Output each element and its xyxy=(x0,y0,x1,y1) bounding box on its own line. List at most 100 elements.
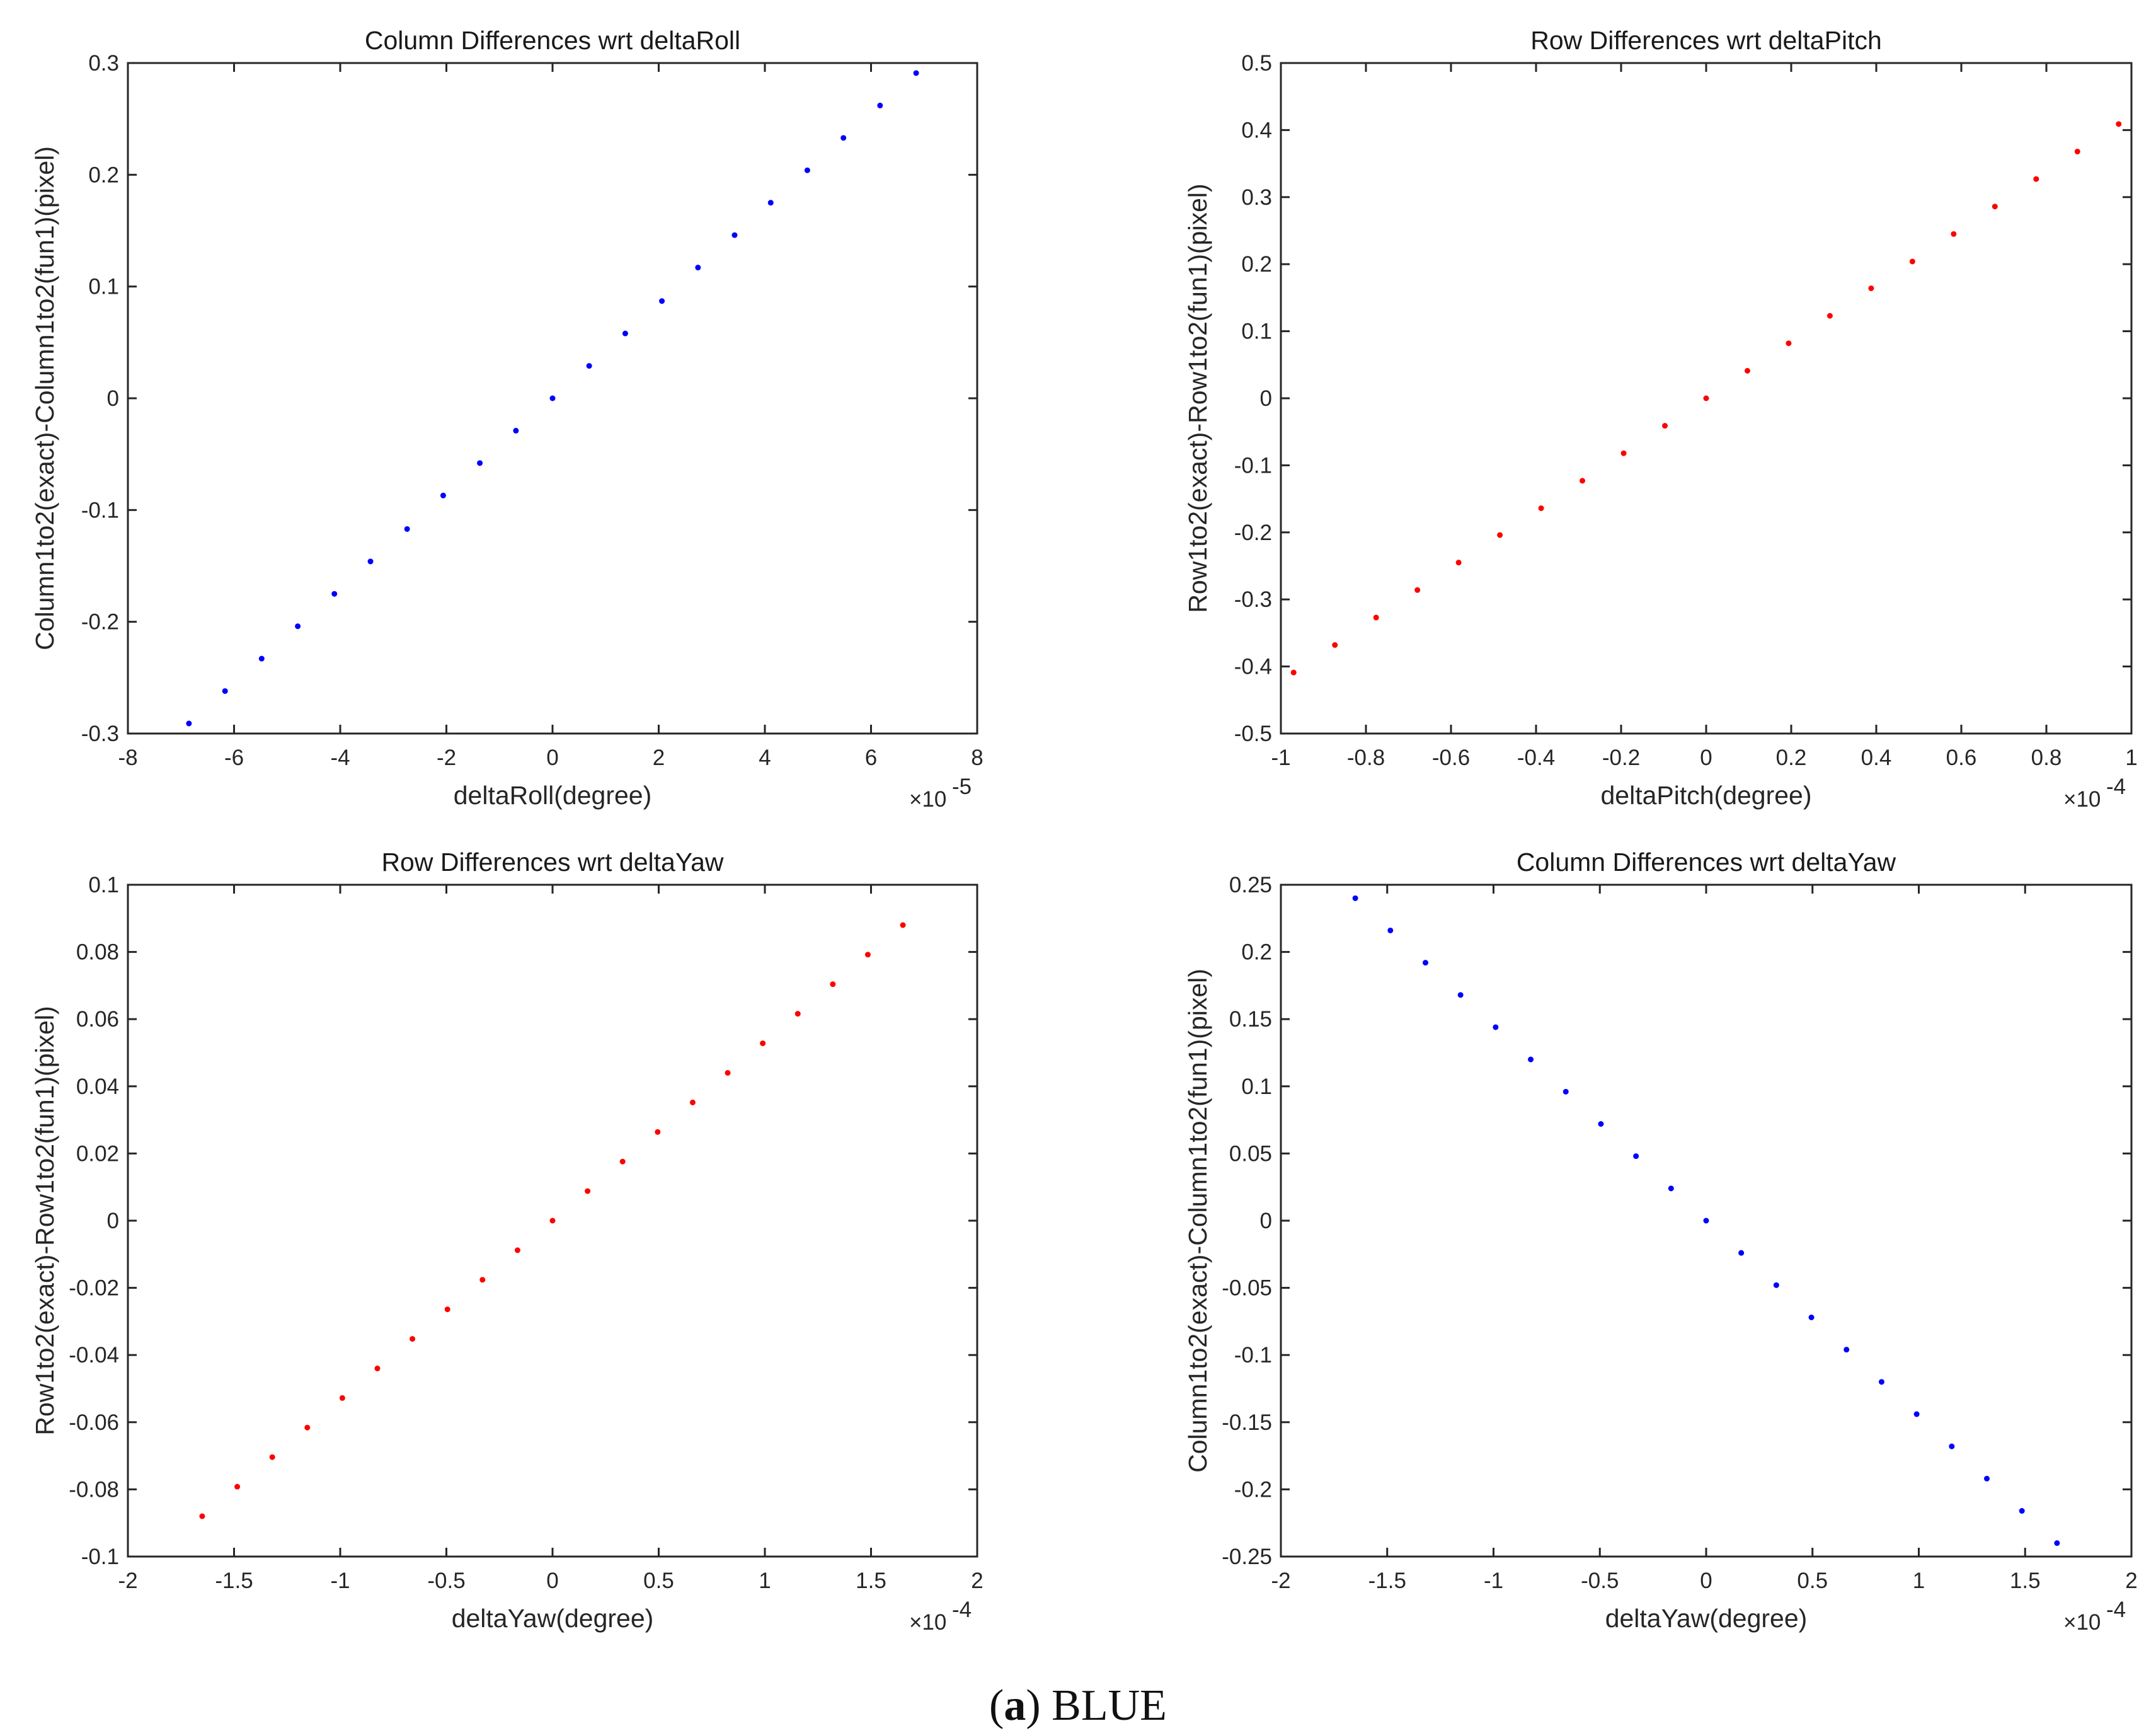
data-point xyxy=(695,265,701,271)
y-tick-label: -0.2 xyxy=(1234,521,1272,545)
y-axis-label: Row1to2(exact)-Row1to2(fun1)(pixel) xyxy=(30,1006,59,1435)
data-point xyxy=(1984,1475,1990,1482)
data-point xyxy=(234,1483,241,1490)
data-point xyxy=(585,1188,591,1194)
y-tick-label: 0 xyxy=(107,1209,119,1233)
data-point xyxy=(1528,1056,1534,1062)
data-point xyxy=(1703,395,1709,401)
data-point xyxy=(1909,258,1915,265)
data-point xyxy=(1868,285,1874,292)
data-point xyxy=(1414,587,1421,593)
y-tick-label: 0.1 xyxy=(1241,1074,1272,1099)
x-tick-label: 0.5 xyxy=(1797,1569,1828,1593)
data-point xyxy=(900,922,906,928)
caption-open: ( xyxy=(989,1681,1004,1730)
x-axis-label: deltaYaw(degree) xyxy=(452,1604,654,1633)
data-point xyxy=(1563,1088,1569,1095)
data-point xyxy=(655,1129,661,1135)
y-tick-label: -0.1 xyxy=(81,498,119,522)
y-tick-label: 0.06 xyxy=(76,1007,119,1032)
x-axis-label: deltaPitch(degree) xyxy=(1600,781,1811,810)
data-point xyxy=(186,720,192,727)
data-point xyxy=(689,1099,696,1105)
data-point xyxy=(1332,642,1338,648)
x-tick-label: -0.6 xyxy=(1432,746,1470,770)
y-tick-label: 0.02 xyxy=(76,1141,119,1166)
y-tick-label: -0.3 xyxy=(1234,587,1272,612)
data-point xyxy=(1668,1185,1674,1192)
exponent-power: -5 xyxy=(952,774,972,799)
exponent-power: -4 xyxy=(952,1598,972,1622)
data-point xyxy=(1493,1024,1499,1030)
figure-caption: (a) BLUE xyxy=(0,1684,2156,1728)
y-axis-label: Row1to2(exact)-Row1to2(fun1)(pixel) xyxy=(1183,183,1212,613)
exponent-base: ×10 xyxy=(909,1610,946,1635)
data-point xyxy=(258,655,265,662)
data-point xyxy=(304,1424,311,1431)
data-point xyxy=(1992,204,1998,210)
data-point xyxy=(731,232,738,238)
data-point xyxy=(1290,669,1297,676)
data-point xyxy=(913,70,919,76)
x-tick-label: 2 xyxy=(971,1569,983,1593)
x-tick-label: -1 xyxy=(330,1569,350,1593)
data-point xyxy=(794,1011,801,1017)
data-point xyxy=(877,102,883,108)
x-tick-label: -4 xyxy=(330,746,350,770)
ticks: -2 -1.5 -1 -0.5 0 0.5 1 1.5 2 -0.25 -0.2 -0.15 -0.1 -… xyxy=(1222,873,2138,1593)
data-point xyxy=(1951,231,1957,237)
data-point xyxy=(479,1277,486,1283)
data-point xyxy=(1878,1379,1884,1385)
y-tick-label: 0.4 xyxy=(1241,118,1272,142)
x-tick-label: 0 xyxy=(1700,746,1712,770)
ticks: -2 -1.5 -1 -0.5 0 0.5 1 1.5 2 -0.1 -0.08 -0.06 -0.04… xyxy=(69,873,983,1593)
x-tick-label: -1 xyxy=(1484,1569,1503,1593)
x-axis-label: deltaRoll(degree) xyxy=(454,781,652,810)
data-point xyxy=(619,1158,626,1165)
x-tick-label: -0.5 xyxy=(1581,1569,1619,1593)
data-point xyxy=(2116,121,2122,127)
y-tick-label: 0.2 xyxy=(1241,940,1272,965)
y-tick-label: -0.1 xyxy=(1234,1343,1272,1367)
y-tick-label: -0.1 xyxy=(81,1545,119,1569)
data-point xyxy=(410,1336,416,1342)
y-tick-label: 0.05 xyxy=(1229,1141,1272,1166)
x-tick-label: 8 xyxy=(971,746,983,770)
y-tick-label: -0.25 xyxy=(1222,1545,1272,1569)
data-point xyxy=(199,1513,205,1519)
x-tick-label: 2 xyxy=(2125,1569,2137,1593)
y-tick-label: 0.15 xyxy=(1229,1007,1272,1032)
chart-title: Column Differences wrt deltaRoll xyxy=(365,26,740,55)
data-points xyxy=(1352,895,2060,1546)
data-point xyxy=(1455,560,1462,566)
data-point xyxy=(440,492,446,498)
x-tick-label: -0.8 xyxy=(1347,746,1385,770)
y-tick-label: 0.3 xyxy=(1241,185,1272,210)
data-point xyxy=(2019,1508,2025,1514)
data-point xyxy=(1843,1347,1850,1353)
data-points xyxy=(1290,121,2122,676)
y-tick-label: 0 xyxy=(1260,1209,1272,1233)
x-tick-label: 2 xyxy=(653,746,665,770)
x-tick-label: -6 xyxy=(224,746,244,770)
y-tick-label: -0.3 xyxy=(81,722,119,746)
y-tick-label: -0.2 xyxy=(1234,1477,1272,1502)
y-tick-label: -0.4 xyxy=(1234,655,1272,679)
data-point xyxy=(222,688,228,694)
caption-close: ) xyxy=(1026,1681,1041,1730)
exponent-base: ×10 xyxy=(2063,787,2101,812)
data-point xyxy=(444,1306,450,1313)
y-tick-label: -0.1 xyxy=(1234,453,1272,478)
y-tick-label: 0.04 xyxy=(76,1074,119,1099)
y-tick-label: 0.1 xyxy=(1241,320,1272,344)
data-point xyxy=(1620,450,1627,456)
data-point xyxy=(767,200,774,206)
x-tick-label: -2 xyxy=(118,1569,137,1593)
chart-row-diff-pitch: Row Differences wrt deltaPitch deltaPitc… xyxy=(1183,26,2138,812)
x-axis-exponent: ×10 -5 xyxy=(909,774,972,812)
y-tick-label: 0 xyxy=(107,386,119,411)
data-point xyxy=(1949,1443,1955,1449)
data-point xyxy=(659,298,665,304)
data-point xyxy=(1703,1218,1709,1224)
chart-title: Column Differences wrt deltaYaw xyxy=(1517,848,1896,877)
